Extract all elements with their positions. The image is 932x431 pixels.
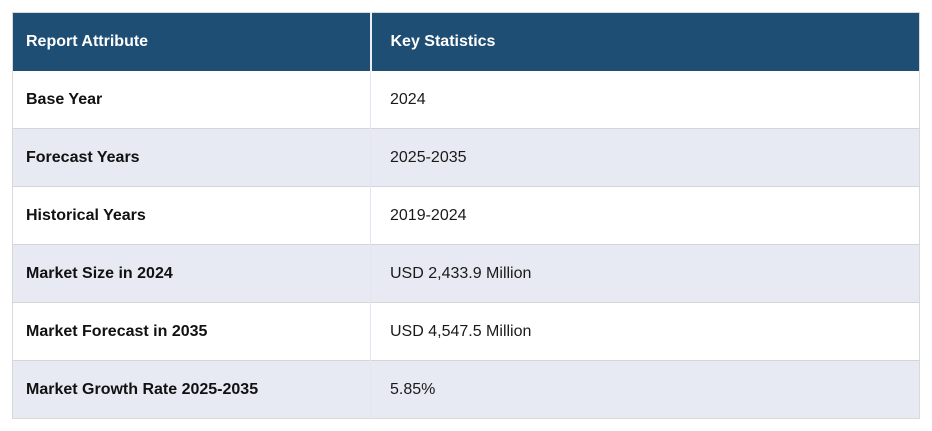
attribute-cell: Base Year [26, 90, 103, 108]
header-cell-report-attribute: Report Attribute [12, 12, 371, 71]
value-cell: 2025-2035 [370, 128, 920, 187]
value-cell: 5.85% [370, 360, 920, 419]
report-attributes-table: Report Attribute Key Statistics Base Yea… [12, 12, 920, 419]
value-cell: USD 4,547.5 Million [370, 302, 920, 361]
header-row: Report Attribute Key Statistics [12, 12, 920, 71]
value-cell: 2019-2024 [370, 186, 920, 245]
table-row-forecast-years: Forecast Years 2025-2035 [12, 128, 920, 187]
attribute-cell: Market Growth Rate 2025-2035 [26, 380, 259, 398]
table-row-base-year: Base Year 2024 [12, 70, 920, 129]
table-row-market-growth-rate: Market Growth Rate 2025-2035 5.85% [12, 360, 920, 419]
attribute-cell: Forecast Years [26, 148, 140, 166]
table-row-market-size: Market Size in 2024 USD 2,433.9 Million [12, 244, 920, 303]
value-cell: USD 2,433.9 Million [370, 244, 920, 303]
table-row-historical-years: Historical Years 2019-2024 [12, 186, 920, 245]
header-cell-key-statistics: Key Statistics [369, 12, 920, 71]
value-cell: 2024 [370, 70, 920, 129]
table-row-market-forecast: Market Forecast in 2035 USD 4,547.5 Mill… [12, 302, 920, 361]
attribute-cell: Market Size in 2024 [26, 264, 173, 282]
attribute-cell: Market Forecast in 2035 [26, 322, 208, 340]
attribute-cell: Historical Years [26, 206, 146, 224]
